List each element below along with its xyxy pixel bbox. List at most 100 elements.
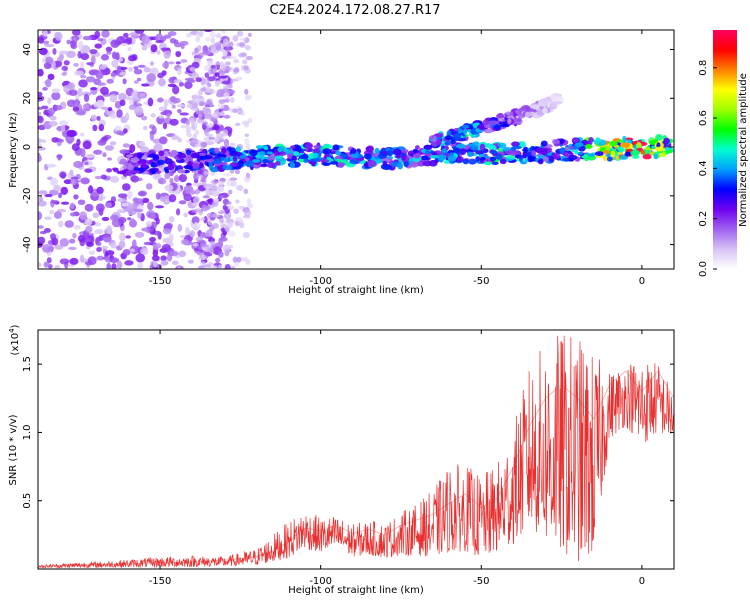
- noise-blob: [177, 109, 182, 114]
- noise-blob: [38, 153, 41, 162]
- ridge-blob: [337, 161, 345, 168]
- noise-blob: [243, 209, 252, 217]
- noise-blob: [100, 106, 109, 110]
- ridge-blob: [140, 163, 148, 169]
- noise-blob: [244, 88, 249, 95]
- noise-blob: [203, 129, 209, 136]
- noise-blob: [155, 217, 160, 225]
- noise-blob: [73, 70, 84, 76]
- snr-multiplier-base: (x10: [10, 333, 21, 356]
- noise-blob: [73, 194, 79, 200]
- snr-frame: [37, 329, 675, 570]
- ridge-blob: [546, 152, 553, 156]
- noise-blob: [137, 262, 144, 269]
- ridge-blob: [552, 103, 557, 110]
- noise-blob: [224, 226, 230, 233]
- snr-y-axis-title: SNR (10 * v/v): [8, 414, 19, 485]
- noise-blob: [162, 122, 168, 130]
- ridge-blob: [424, 149, 430, 155]
- noise-blob: [171, 260, 179, 266]
- noise-blob: [128, 55, 137, 62]
- noise-blob: [137, 64, 146, 68]
- noise-blob: [55, 31, 63, 41]
- ridge-blob: [516, 117, 522, 123]
- noise-blob: [86, 241, 94, 247]
- noise-blob: [63, 60, 70, 66]
- noise-blob: [105, 46, 113, 53]
- ridge-blob: [526, 158, 536, 162]
- ridge-blob: [432, 135, 437, 142]
- noise-blob: [223, 114, 231, 119]
- snr-multiplier-exponent: 4: [8, 328, 16, 333]
- noise-blob: [43, 40, 50, 45]
- noise-blob: [178, 174, 188, 183]
- ridge-blob: [167, 163, 175, 171]
- noise-blob: [72, 232, 77, 239]
- noise-blob: [39, 230, 47, 235]
- noise-blob: [46, 163, 57, 168]
- ridge-blob: [550, 94, 557, 101]
- noise-blob: [156, 50, 161, 55]
- noise-blob: [245, 94, 253, 100]
- noise-blob: [191, 216, 200, 225]
- noise-blob: [207, 70, 213, 75]
- ridge-blob: [462, 158, 469, 165]
- noise-blob: [168, 215, 175, 223]
- noise-blob: [43, 62, 52, 70]
- noise-blob: [233, 69, 239, 73]
- noise-blob: [217, 264, 224, 269]
- noise-blob: [202, 49, 211, 56]
- noise-blob: [223, 92, 230, 100]
- noise-blob: [58, 120, 69, 126]
- noise-blob: [77, 87, 83, 97]
- ridge-blob: [446, 130, 452, 136]
- noise-blob: [168, 194, 177, 203]
- ridge-blob: [367, 160, 377, 167]
- noise-blob: [97, 197, 104, 202]
- noise-blob: [227, 221, 234, 228]
- noise-blob: [67, 83, 74, 89]
- ridge-blob: [553, 100, 563, 105]
- noise-blob: [210, 185, 218, 192]
- ridge-blob: [470, 145, 479, 151]
- ridge-blob: [190, 152, 201, 159]
- noise-blob: [66, 99, 77, 108]
- noise-blob: [79, 75, 87, 79]
- noise-blob: [110, 214, 119, 222]
- noise-blob: [160, 255, 167, 262]
- ridge-blob: [606, 156, 613, 162]
- ridge-blob: [414, 145, 420, 150]
- noise-blob: [161, 243, 171, 251]
- noise-blob: [88, 185, 94, 194]
- noise-blob: [83, 93, 90, 103]
- noise-blob: [51, 91, 61, 101]
- noise-blob: [158, 115, 164, 119]
- noise-blob: [230, 96, 235, 103]
- ridge-blob: [199, 155, 204, 160]
- ridge-blob: [322, 148, 332, 155]
- noise-blob: [118, 92, 127, 102]
- ridge-blob: [177, 169, 186, 174]
- noise-blob: [93, 149, 103, 155]
- noise-blob: [191, 98, 199, 104]
- noise-blob: [44, 193, 53, 198]
- ridge-blob: [401, 155, 406, 161]
- noise-blob: [49, 115, 57, 121]
- noise-blob: [73, 160, 84, 169]
- noise-blob: [90, 87, 98, 91]
- noise-blob: [129, 218, 135, 225]
- noise-blob: [130, 175, 140, 183]
- noise-blob: [163, 34, 172, 39]
- noise-blob: [230, 265, 236, 269]
- snr-x-axis-title: Height of straight line (km): [288, 585, 424, 596]
- noise-blob: [193, 196, 200, 203]
- noise-blob: [61, 72, 67, 76]
- noise-blob: [160, 260, 169, 266]
- noise-blob: [84, 203, 94, 212]
- ridge-blob: [461, 125, 470, 129]
- noise-blob: [166, 113, 171, 118]
- x-tick-label: -150: [149, 276, 172, 287]
- ridge-blob: [214, 147, 220, 154]
- colorbar-tick-label: 0.6: [698, 110, 709, 126]
- noise-blob: [200, 261, 206, 266]
